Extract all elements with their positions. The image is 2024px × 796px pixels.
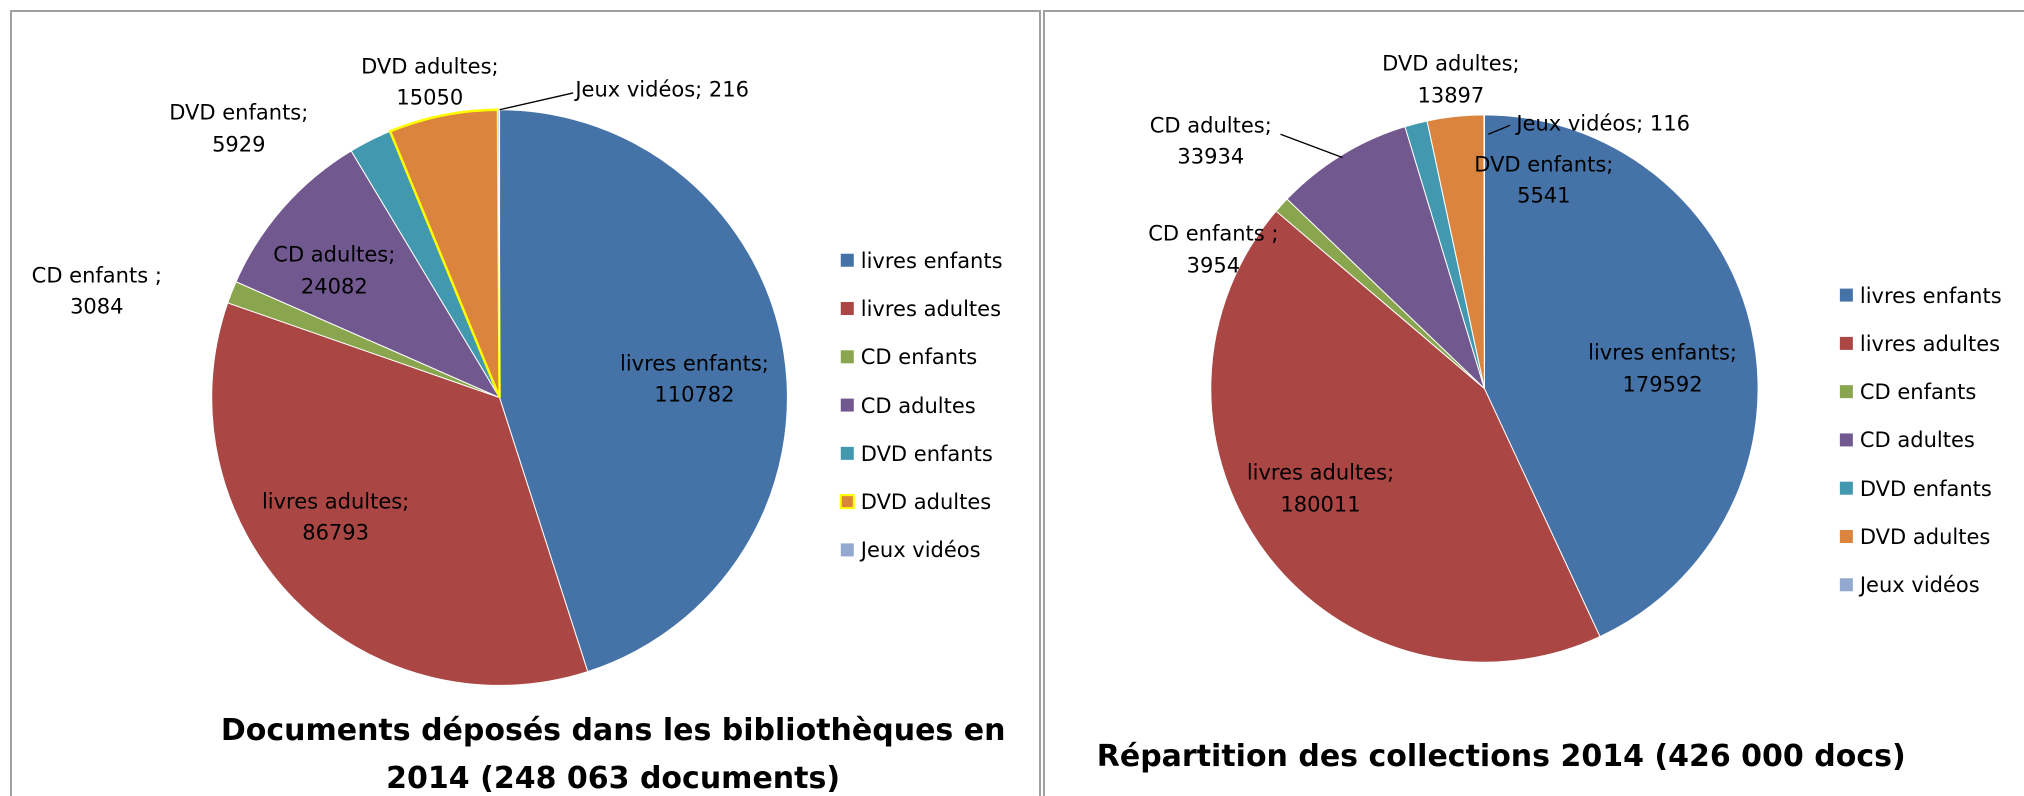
leader-line (1280, 133, 1343, 159)
pie-slice (1483, 114, 1759, 638)
data-label: livres enfants; 110782 (620, 351, 769, 407)
leader-line (1488, 124, 1511, 135)
data-label: livres enfants; 179592 (1588, 340, 1737, 397)
legend-swatch (840, 398, 854, 412)
pie-slice (211, 302, 589, 686)
data-label: CD enfants ; 3084 (31, 263, 162, 319)
legend-label: CD adultes (1859, 428, 1975, 453)
data-label: livres adultes; 86793 (261, 489, 410, 545)
legend-swatch (840, 446, 854, 460)
data-label: CD adultes; 33934 (1149, 113, 1272, 169)
legend-swatch (840, 543, 854, 557)
legend-swatch (840, 302, 854, 316)
legend-swatch (1839, 336, 1853, 350)
legend-label: livres enfants (1859, 283, 2002, 308)
legend-label: CD adultes (860, 393, 976, 418)
legend-swatch (1839, 481, 1853, 495)
data-label: DVD adultes; 15050 (361, 54, 499, 110)
pie-slice (499, 109, 788, 673)
pie-slice (1286, 126, 1486, 391)
data-label: DVD enfants; 5541 (1474, 152, 1614, 208)
pie-slice (1210, 210, 1601, 663)
legend-swatch (840, 350, 854, 364)
legend-swatch (1839, 288, 1853, 302)
legend-label: DVD enfants (1859, 476, 1992, 501)
data-label: DVD enfants; 5929 (169, 100, 309, 157)
data-label: CD adultes; 24082 (273, 242, 396, 299)
chart-title: Documents déposés dans les bibliothèques… (220, 713, 1006, 796)
legend-swatch (1839, 578, 1853, 592)
legend-label: Jeux vidéos (860, 538, 981, 563)
data-label: livres adultes; 180011 (1246, 460, 1395, 517)
data-label: Jeux vidéos; 116 (1516, 111, 1691, 136)
leader-line (499, 92, 574, 111)
legend-label: CD enfants (860, 345, 978, 370)
legend-label: livres enfants (860, 248, 1003, 273)
legend-swatch (1839, 433, 1853, 447)
pie-slice (235, 150, 501, 399)
legend-swatch (839, 494, 855, 510)
data-label: Jeux vidéos; 216 (575, 77, 750, 102)
legend-label: CD enfants (1859, 380, 1977, 405)
chart-title: Répartition des collections 2014 (426 00… (1096, 739, 1906, 775)
legend-swatch (1839, 529, 1853, 543)
data-label: CD enfants ; 3954 (1148, 221, 1279, 278)
legend-label: DVD enfants (860, 441, 993, 466)
panel-border (1043, 10, 2024, 796)
legend-swatch (840, 253, 854, 267)
legend-label: DVD adultes (1859, 524, 1991, 549)
legend-label: DVD adultes (860, 490, 992, 515)
pie-slice (497, 109, 501, 398)
data-label: DVD adultes; 13897 (1382, 51, 1520, 108)
legend-swatch (1839, 385, 1853, 399)
legend-label: Jeux vidéos (1859, 573, 1980, 598)
legend-label: livres adultes (1859, 331, 2001, 356)
legend-label: livres adultes (860, 297, 1002, 322)
panel-border (10, 10, 1041, 796)
